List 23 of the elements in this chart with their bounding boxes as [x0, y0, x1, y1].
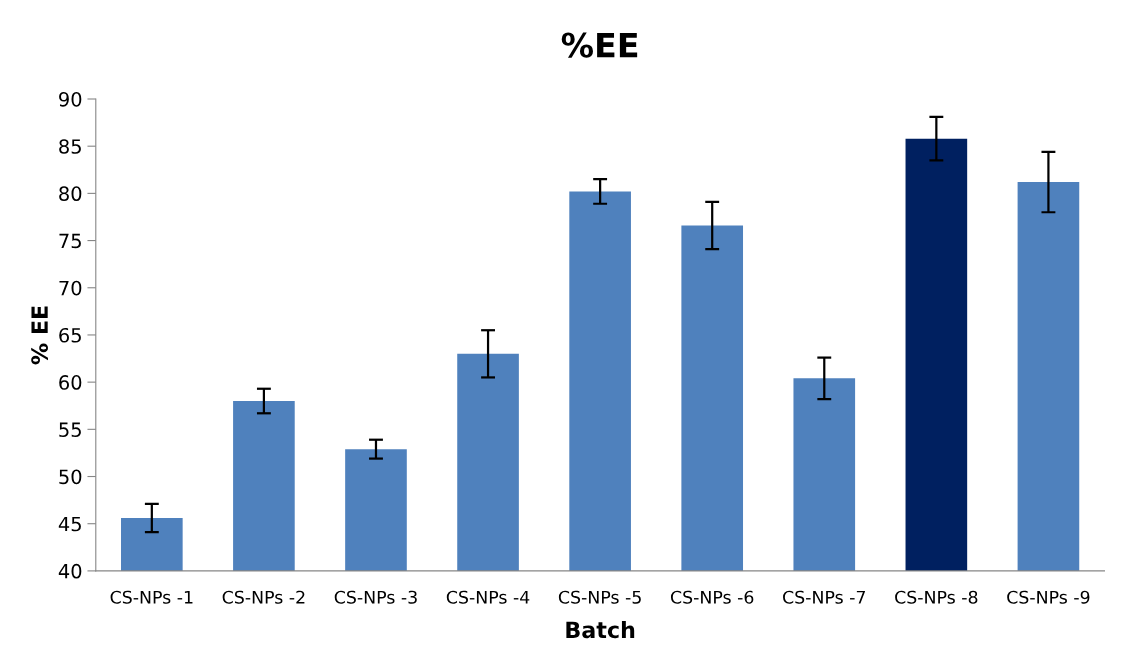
x-tick-label: CS-NPs -2	[222, 590, 305, 604]
chart-title: %EE	[561, 32, 638, 58]
x-axis-title: Batch	[566, 621, 635, 639]
y-tick-label: 65	[59, 327, 81, 343]
x-tick-label: CS-NPs -3	[334, 590, 417, 604]
x-tick-label: CS-NPs -9	[1007, 590, 1090, 604]
x-tick-label: CS-NPs -6	[670, 590, 754, 604]
y-tick-label: 50	[59, 469, 82, 485]
y-axis-title: % EE	[31, 306, 48, 365]
y-tick-label: 55	[59, 422, 81, 437]
y-tick-label: 85	[59, 139, 81, 154]
x-tick-label: CS-NPs -7	[783, 590, 866, 604]
y-tick-label: 70	[59, 280, 82, 296]
y-tick-label: 75	[59, 233, 81, 249]
y-tick-label: 60	[59, 375, 82, 390]
y-tick-label: 40	[58, 563, 82, 579]
y-tick-label: 90	[59, 91, 82, 107]
x-tick-label: CS-NPs -1	[110, 590, 193, 604]
y-tick-label: 80	[59, 186, 82, 202]
x-tick-label: CS-NPs -8	[895, 590, 978, 604]
y-tick-label: 45	[58, 516, 81, 532]
x-tick-label: CS-NPs -4	[446, 590, 530, 604]
x-tick-label: CS-NPs -5	[558, 590, 641, 604]
